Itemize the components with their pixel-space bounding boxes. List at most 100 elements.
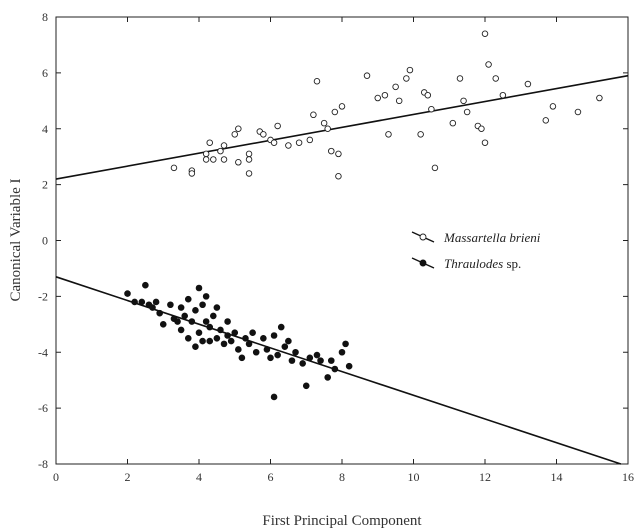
x-axis-label: First Principal Component [262,513,422,529]
filled-point [220,340,228,348]
y-tick-label: -2 [38,289,48,303]
x-tick-label: 4 [196,470,202,484]
data-points [124,30,603,401]
filled-point [277,323,285,331]
open-point [392,83,399,91]
legend-label-suffix: sp. [503,256,521,271]
open-point [231,131,238,138]
open-point [499,91,507,99]
filled-point [167,301,174,309]
open-point [463,108,471,116]
open-point [406,66,414,74]
fit-line [55,74,629,180]
open-point [574,108,582,116]
filled-point [252,348,260,356]
open-point [270,139,278,146]
open-point [235,159,242,166]
filled-point [342,340,349,348]
filled-point [199,337,206,345]
filled-point [138,298,146,306]
open-point [481,139,489,146]
filled-point [299,360,306,367]
filled-point [227,337,235,345]
fit-lines [55,74,629,465]
x-tick-label: 0 [53,470,59,484]
filled-point [302,382,310,390]
open-point [217,147,224,155]
open-point [328,147,335,155]
open-point [313,78,321,85]
open-point [417,131,424,138]
filled-point [184,334,192,342]
filled-point [217,326,224,334]
filled-point [306,354,314,362]
x-tick-label: 10 [408,470,420,484]
filled-point [292,348,299,356]
y-tick-label: 8 [42,10,48,24]
open-point [245,156,253,163]
open-point [403,75,410,82]
legend-filled-marker [419,259,427,267]
filled-point [210,312,217,320]
open-point [542,117,550,124]
filled-point [177,304,185,311]
filled-point [152,298,160,306]
y-axis-label: Canonical Variable I [8,178,24,301]
open-point [245,150,253,158]
open-point [428,105,435,113]
filled-point [263,346,271,353]
open-point [331,108,339,116]
x-tick-label: 2 [125,470,131,484]
filled-point [174,318,181,325]
filled-point [231,329,239,336]
open-point [485,61,492,68]
filled-point [235,346,242,353]
open-point [295,139,303,146]
open-point [324,125,331,132]
open-point [449,119,457,127]
filled-point [245,340,253,348]
filled-point [192,343,199,350]
filled-point [202,293,210,300]
open-point [285,142,292,149]
filled-point [195,329,203,336]
open-point [335,172,342,180]
open-point [374,94,382,102]
x-tick-label: 14 [551,470,563,484]
plot-frame [55,16,629,465]
y-tick-label: 6 [42,66,48,80]
open-point [206,139,213,146]
filled-point [206,323,214,331]
axis-ticks: 0 2 4 6 8 10 12 14 16 -8 -6 -4 -2 0 2 4 6 8 [38,10,634,484]
filled-point [181,312,188,320]
filled-point [202,318,210,325]
legend-label: Massartella brieni [443,230,541,245]
open-point [170,164,178,172]
open-point [202,156,210,163]
open-point [245,170,253,177]
filled-point [267,354,274,362]
filled-point [156,309,163,317]
filled-point [184,295,192,303]
open-point [306,136,314,144]
filled-point [317,357,324,364]
legend-label-italic: Massartella brieni [443,230,541,245]
filled-point [331,365,339,373]
open-point [478,125,485,132]
filled-point [224,332,231,339]
open-point [431,164,439,172]
filled-point [260,334,267,342]
x-tick-label: 12 [479,470,491,484]
filled-point [288,357,296,364]
filled-point [313,351,321,359]
filled-point [142,281,149,289]
filled-point [242,334,249,342]
open-point [220,156,228,163]
filled-point [345,362,353,370]
filled-point [124,290,131,297]
open-point [210,156,217,163]
filled-point [274,351,281,359]
open-point [310,111,317,119]
filled-point [281,343,289,350]
